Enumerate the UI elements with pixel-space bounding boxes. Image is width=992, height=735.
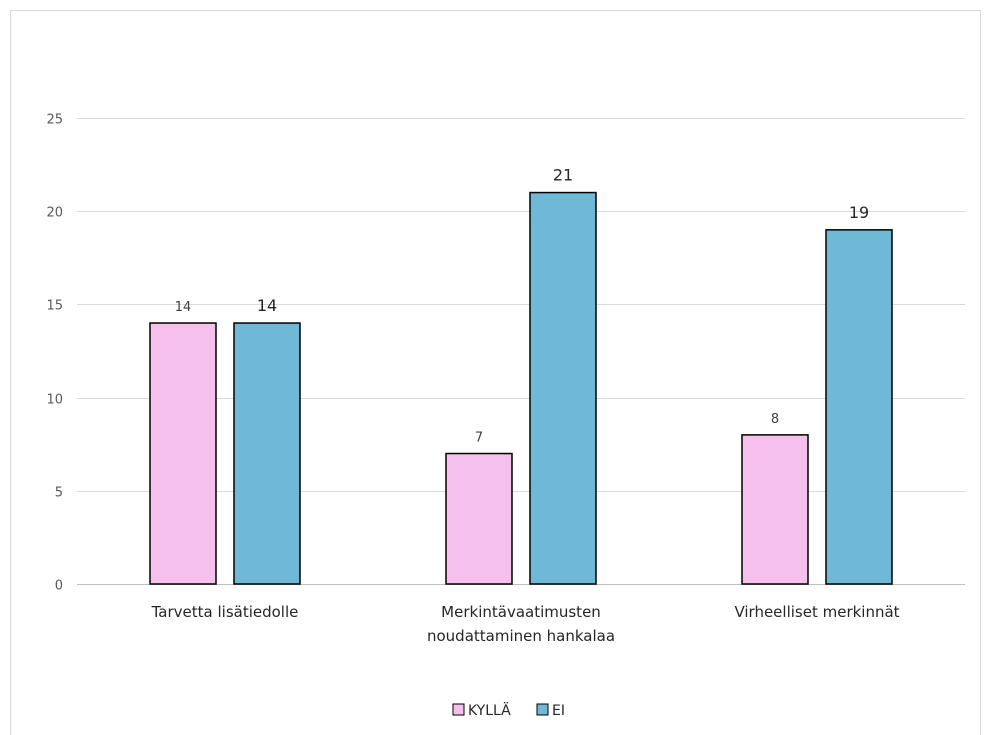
bar-kyllä [741,434,809,585]
legend-swatch [536,703,549,716]
data-label: 8 [771,412,779,427]
legend-swatch [452,703,465,716]
gridlines [77,118,965,585]
y-tick-label: 20 [46,206,63,221]
bar-ei [233,322,301,585]
bar-ei [529,191,597,585]
y-tick-label: 15 [46,299,63,314]
legend-label: EI [552,703,565,719]
data-label: 14 [257,296,277,315]
data-label: 19 [849,203,869,222]
y-tick-label: 25 [46,113,63,128]
x-category-label: Merkintävaatimusten [441,603,601,621]
data-label: 14 [175,300,192,315]
bar-ei [825,229,893,585]
bar-kyllä [149,322,217,585]
data-label: 21 [553,166,573,185]
legend: KYLLÄ EI [452,701,565,719]
y-tick-label: 0 [55,579,63,594]
bars [149,191,893,585]
x-category-label: noudattaminen hankalaa [427,627,615,645]
data-labels: 14 14 7 21 8 19 [175,166,869,446]
y-tick-label: 10 [46,393,63,408]
legend-label: KYLLÄ [468,701,511,719]
bar-kyllä [445,452,513,585]
x-axis-category-labels: Tarvetta lisätiedolle Merkintävaatimusten… [151,603,900,645]
y-axis-tick-labels: 0 5 10 15 20 25 [46,113,63,594]
y-tick-label: 5 [55,486,63,501]
data-label: 7 [475,431,483,446]
x-category-label: Virheelliset merkinnät [734,603,899,621]
x-category-label: Tarvetta lisätiedolle [151,603,299,621]
